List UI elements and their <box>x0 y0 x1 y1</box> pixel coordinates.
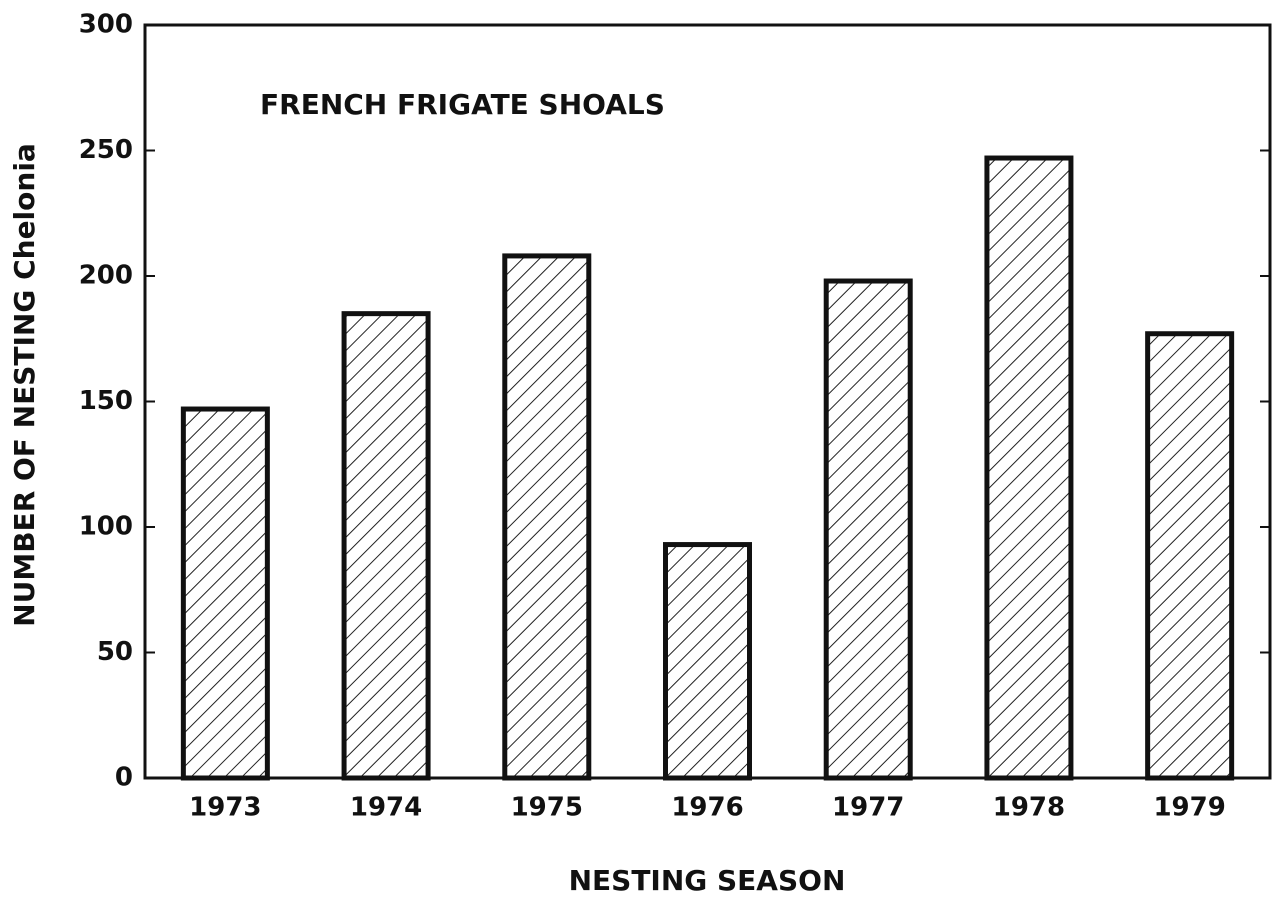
y-tick-label: 100 <box>79 512 133 542</box>
bar <box>1145 331 1235 781</box>
x-axis-label: NESTING SEASON <box>569 864 846 897</box>
x-tick-label: 1977 <box>832 793 904 823</box>
x-tick-label: 1978 <box>993 793 1065 823</box>
bar <box>663 542 752 781</box>
x-tick-label: 1973 <box>189 793 261 823</box>
bar <box>502 253 592 781</box>
y-tick-label: 50 <box>97 637 133 667</box>
bar <box>823 278 913 781</box>
bar <box>180 406 270 781</box>
y-tick-label: 200 <box>79 261 133 291</box>
y-tick-label: 0 <box>115 763 133 793</box>
x-tick-label: 1974 <box>350 793 422 823</box>
x-tick-label: 1976 <box>671 793 743 823</box>
bar <box>341 311 431 781</box>
y-tick-label: 250 <box>79 135 133 165</box>
x-tick-label: 1979 <box>1153 793 1225 823</box>
y-axis-label: NUMBER OF NESTING Chelonia <box>8 143 41 627</box>
y-tick-label: 150 <box>79 386 133 416</box>
x-tick-label: 1975 <box>511 793 583 823</box>
y-tick-label: 300 <box>79 10 133 40</box>
bar <box>984 155 1074 781</box>
chart-title: FRENCH FRIGATE SHOALS <box>260 88 665 121</box>
